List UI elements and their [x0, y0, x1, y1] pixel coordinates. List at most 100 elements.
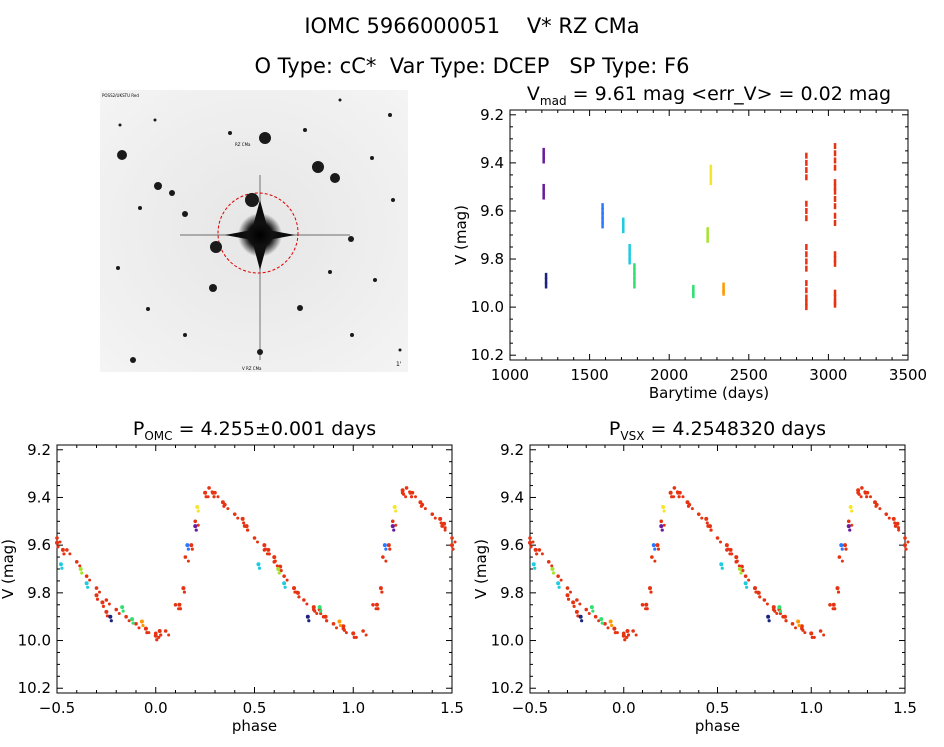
data-point [342, 628, 346, 632]
data-point [805, 207, 808, 214]
data-point [384, 547, 388, 551]
data-point [809, 631, 814, 636]
data-point [771, 605, 776, 610]
data-point [874, 504, 878, 508]
data-point [730, 552, 734, 556]
y-tick-label: 9.4 [500, 488, 524, 506]
data-point [860, 486, 864, 490]
data-point [709, 528, 713, 532]
data-point [105, 614, 109, 618]
data-point [743, 574, 748, 578]
data-point [531, 562, 536, 567]
data-point [305, 602, 309, 606]
data-point [58, 562, 63, 567]
data-point [628, 248, 631, 255]
data-point [167, 633, 171, 637]
series-0 [542, 147, 545, 200]
data-point [528, 536, 532, 540]
data-point [767, 619, 771, 623]
data-point [438, 516, 443, 521]
series-8 [805, 143, 837, 311]
data-point [262, 543, 267, 548]
series-2 [601, 203, 604, 229]
phase-curve-points [528, 486, 910, 639]
data-point [114, 607, 119, 612]
data-point [101, 604, 106, 608]
data-point [805, 287, 808, 294]
data-point [392, 505, 397, 509]
data-point [818, 629, 823, 633]
data-point [127, 619, 131, 623]
data-point [275, 564, 279, 568]
data-point [589, 605, 594, 610]
data-point [317, 605, 322, 610]
data-point [542, 152, 545, 159]
x-axis-label: phase [232, 717, 277, 735]
data-point [633, 282, 636, 289]
data-point [833, 256, 837, 263]
target-circle [217, 192, 299, 274]
data-point [529, 545, 533, 549]
data-point [193, 519, 198, 524]
data-point [556, 574, 560, 578]
data-point [722, 289, 725, 296]
series-6 [709, 164, 713, 186]
data-point [833, 164, 837, 171]
data-point [709, 174, 713, 181]
data-point [662, 509, 666, 513]
data-point [240, 516, 245, 521]
data-point [709, 169, 713, 176]
data-point [376, 607, 380, 611]
data-point [565, 593, 570, 598]
data-point [805, 174, 808, 181]
data-point [186, 559, 190, 563]
data-point [279, 569, 283, 573]
data-point [550, 564, 554, 568]
series-3 [622, 217, 631, 265]
data-point [203, 490, 208, 495]
data-point [542, 183, 545, 190]
y-tick-label: 10.2 [491, 679, 524, 697]
data-point [211, 490, 216, 495]
field-stars [116, 98, 402, 363]
data-point [601, 217, 604, 224]
data-point [195, 505, 200, 509]
y-tick-label: 9.2 [500, 441, 524, 459]
data-point [380, 590, 384, 594]
data-point [244, 524, 249, 529]
data-point [706, 236, 709, 243]
data-point [394, 509, 398, 513]
data-point [790, 622, 795, 626]
x-tick-label: 1.0 [341, 699, 365, 717]
y-tick-label: 9.2 [480, 106, 504, 124]
data-point [633, 277, 636, 284]
data-point [903, 543, 907, 548]
y-tick-label: 9.8 [500, 584, 524, 602]
data-point [78, 567, 83, 571]
data-point [722, 282, 725, 289]
series-1 [544, 272, 548, 289]
chart-time: 1000 1500 2000 2500 3000 3500 9.2 9.4 9.6 9.8 10.0… [452, 83, 927, 402]
data-point [212, 495, 216, 499]
data-point [183, 555, 188, 559]
data-point [653, 559, 657, 563]
phase-curve-points [55, 486, 457, 639]
data-point [753, 586, 757, 591]
data-point [797, 623, 801, 628]
y-tick-label: 9.6 [27, 536, 51, 554]
data-point [633, 263, 636, 270]
series-6 [659, 524, 852, 532]
data-point [645, 607, 649, 611]
data-point [544, 272, 548, 279]
data-point [305, 614, 310, 619]
data-point [805, 152, 808, 159]
data-point [551, 571, 556, 575]
data-point [633, 268, 636, 275]
data-point [177, 602, 182, 607]
data-point [56, 545, 60, 549]
data-point [844, 547, 848, 551]
data-point [313, 609, 317, 613]
data-point [659, 519, 664, 524]
data-point [840, 559, 844, 563]
data-point [272, 555, 277, 560]
